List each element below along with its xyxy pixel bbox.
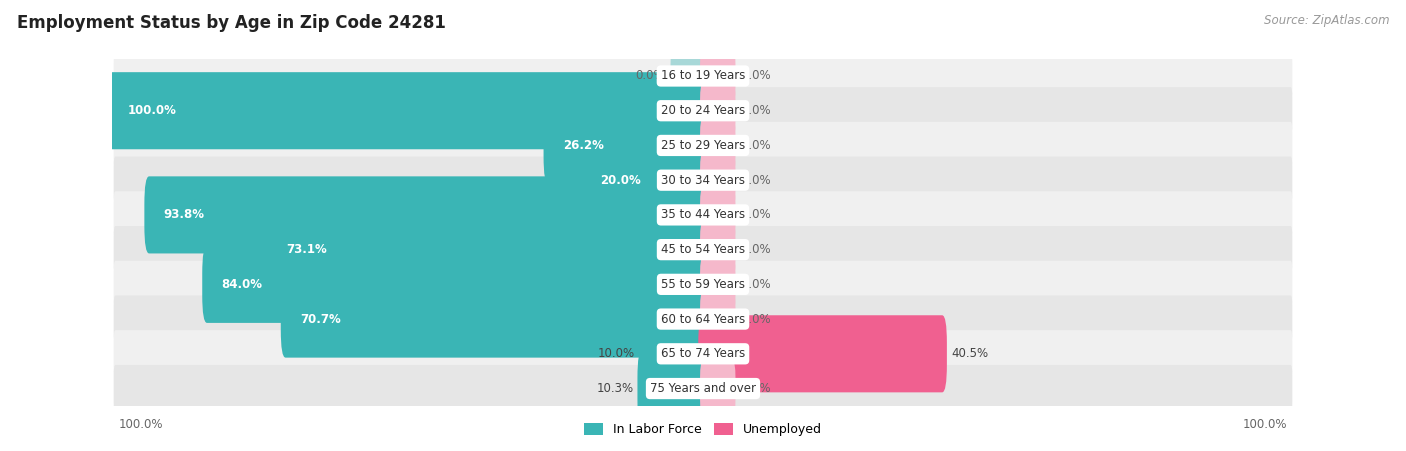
Text: Source: ZipAtlas.com: Source: ZipAtlas.com: [1264, 14, 1389, 27]
Text: 73.1%: 73.1%: [285, 243, 326, 256]
Text: 0.0%: 0.0%: [741, 104, 770, 117]
FancyBboxPatch shape: [114, 330, 1292, 377]
Text: 10.3%: 10.3%: [596, 382, 633, 395]
Text: 0.0%: 0.0%: [741, 139, 770, 152]
FancyBboxPatch shape: [145, 176, 707, 253]
FancyBboxPatch shape: [114, 52, 1292, 100]
Text: 65 to 74 Years: 65 to 74 Years: [661, 347, 745, 360]
FancyBboxPatch shape: [640, 315, 707, 392]
Text: 55 to 59 Years: 55 to 59 Years: [661, 278, 745, 291]
Text: 20 to 24 Years: 20 to 24 Years: [661, 104, 745, 117]
FancyBboxPatch shape: [700, 256, 735, 313]
Text: 0.0%: 0.0%: [741, 174, 770, 187]
Text: 0.0%: 0.0%: [741, 243, 770, 256]
Text: 60 to 64 Years: 60 to 64 Years: [661, 313, 745, 326]
Text: 93.8%: 93.8%: [165, 208, 205, 221]
FancyBboxPatch shape: [700, 83, 735, 139]
FancyBboxPatch shape: [281, 281, 707, 358]
Text: 16 to 19 Years: 16 to 19 Years: [661, 69, 745, 83]
Text: 0.0%: 0.0%: [741, 208, 770, 221]
FancyBboxPatch shape: [114, 226, 1292, 273]
FancyBboxPatch shape: [544, 107, 707, 184]
Text: 100.0%: 100.0%: [1243, 418, 1288, 431]
FancyBboxPatch shape: [637, 350, 707, 427]
FancyBboxPatch shape: [114, 365, 1292, 412]
Text: 100.0%: 100.0%: [118, 418, 163, 431]
FancyBboxPatch shape: [700, 152, 735, 208]
Legend: In Labor Force, Unemployed: In Labor Force, Unemployed: [579, 419, 827, 442]
Text: 70.7%: 70.7%: [301, 313, 342, 326]
Text: 26.2%: 26.2%: [562, 139, 605, 152]
FancyBboxPatch shape: [699, 315, 946, 392]
FancyBboxPatch shape: [671, 48, 706, 104]
FancyBboxPatch shape: [700, 291, 735, 347]
FancyBboxPatch shape: [114, 87, 1292, 134]
FancyBboxPatch shape: [114, 295, 1292, 343]
FancyBboxPatch shape: [700, 187, 735, 243]
FancyBboxPatch shape: [700, 360, 735, 417]
Text: 0.0%: 0.0%: [741, 313, 770, 326]
FancyBboxPatch shape: [108, 72, 707, 149]
FancyBboxPatch shape: [202, 246, 707, 323]
Text: Employment Status by Age in Zip Code 24281: Employment Status by Age in Zip Code 242…: [17, 14, 446, 32]
Text: 0.0%: 0.0%: [636, 69, 665, 83]
FancyBboxPatch shape: [114, 191, 1292, 239]
Text: 10.0%: 10.0%: [598, 347, 636, 360]
FancyBboxPatch shape: [581, 142, 707, 219]
Text: 30 to 34 Years: 30 to 34 Years: [661, 174, 745, 187]
FancyBboxPatch shape: [114, 122, 1292, 169]
Text: 35 to 44 Years: 35 to 44 Years: [661, 208, 745, 221]
Text: 0.0%: 0.0%: [741, 382, 770, 395]
FancyBboxPatch shape: [700, 221, 735, 278]
Text: 0.0%: 0.0%: [741, 69, 770, 83]
FancyBboxPatch shape: [114, 261, 1292, 308]
FancyBboxPatch shape: [114, 156, 1292, 204]
Text: 75 Years and over: 75 Years and over: [650, 382, 756, 395]
Text: 84.0%: 84.0%: [222, 278, 263, 291]
Text: 25 to 29 Years: 25 to 29 Years: [661, 139, 745, 152]
Text: 0.0%: 0.0%: [741, 278, 770, 291]
Text: 45 to 54 Years: 45 to 54 Years: [661, 243, 745, 256]
FancyBboxPatch shape: [267, 211, 707, 288]
Text: 20.0%: 20.0%: [599, 174, 640, 187]
Text: 40.5%: 40.5%: [950, 347, 988, 360]
FancyBboxPatch shape: [700, 48, 735, 104]
Text: 100.0%: 100.0%: [128, 104, 176, 117]
FancyBboxPatch shape: [700, 117, 735, 174]
